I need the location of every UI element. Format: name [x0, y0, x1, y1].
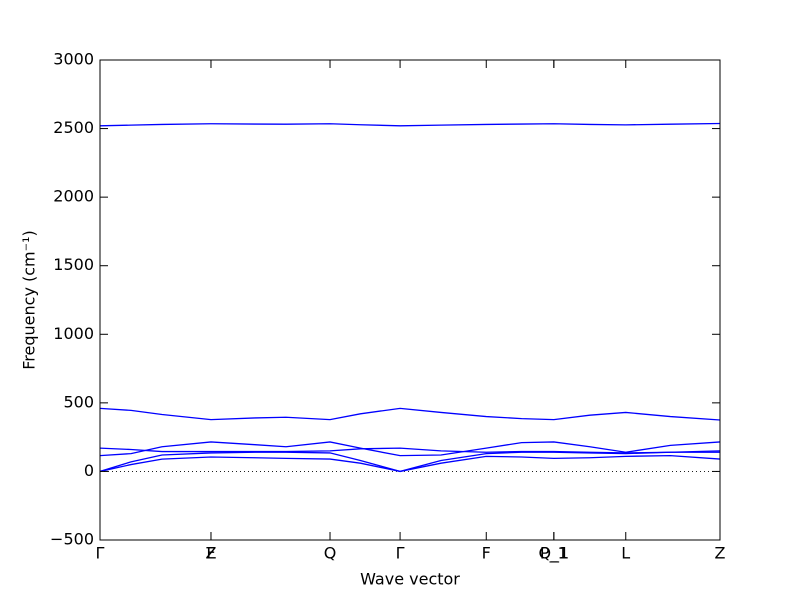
y-tick-label: 1500: [53, 255, 94, 274]
band-line: [99, 441, 721, 457]
x-tick-label: Z: [715, 544, 726, 563]
x-tick-label: Q: [324, 544, 337, 563]
band-line: [99, 407, 721, 421]
x-tick-label: F: [482, 544, 491, 563]
y-tick-label: 1000: [53, 324, 94, 343]
x-tick-label: Z: [205, 544, 216, 563]
y-tick-label: −500: [50, 530, 94, 549]
x-axis-label: Wave vector: [360, 570, 460, 589]
x-tick-label: Γ: [96, 544, 105, 563]
plot-frame: [99, 59, 721, 541]
band-line: [99, 122, 721, 127]
x-tick-label: L: [621, 544, 630, 563]
band-line: [99, 455, 721, 473]
y-tick-label: 500: [63, 392, 94, 411]
y-tick-label: 0: [84, 461, 94, 480]
y-axis-label: Frequency (cm⁻¹): [20, 230, 39, 369]
x-tick-label: Q_1: [538, 544, 569, 564]
x-tick-label: Γ: [396, 544, 405, 563]
x-tick-label: P_1: [540, 544, 568, 564]
y-tick-label: 3000: [53, 50, 94, 69]
x-tick-label: F: [206, 544, 215, 563]
band-line: [99, 447, 720, 454]
y-tick-label: 2500: [53, 118, 94, 137]
y-tick-label: 2000: [53, 187, 94, 206]
